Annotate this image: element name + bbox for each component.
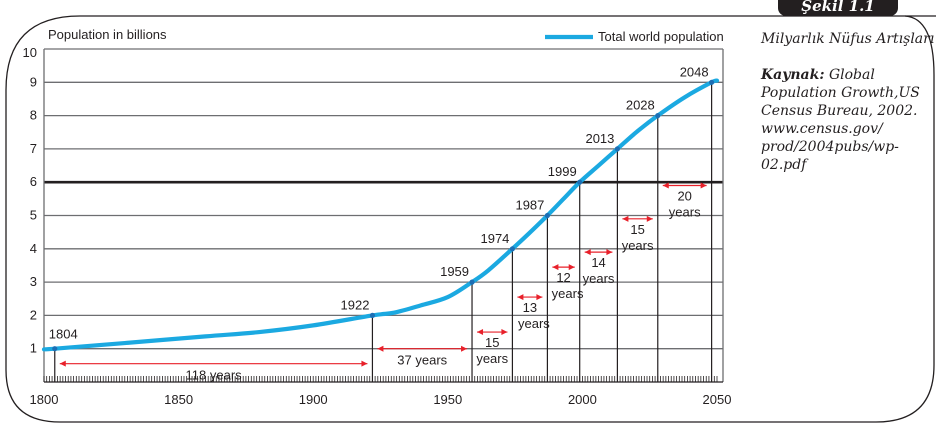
interval-arrowhead-left — [552, 264, 559, 271]
y-axis-title: Population in billions — [48, 27, 167, 42]
series-line-total-world-population — [41, 78, 720, 352]
interval-unit: years — [583, 271, 615, 286]
milestone-point — [469, 279, 475, 285]
y-tick-label: 3 — [30, 274, 37, 289]
x-tick-label: 2050 — [703, 392, 732, 407]
x-minor-ticks — [43, 376, 718, 382]
source-line: Census Bureau, 2002. — [761, 103, 918, 119]
source-line: www.census.gov/ — [761, 121, 883, 137]
milestone-point — [369, 312, 376, 318]
figure-frame-bottom — [5, 15, 935, 423]
interval-arrowhead-right — [536, 294, 543, 301]
legend-label: Total world population — [598, 29, 724, 44]
figure-source: Kaynak: Global Population Growth,US Cens… — [761, 66, 936, 174]
interval-unit: years — [476, 351, 508, 366]
x-tick-label: 1850 — [164, 392, 193, 407]
milestone-points — [52, 79, 715, 352]
interval-unit: years — [669, 205, 701, 220]
x-tick-label: 2000 — [568, 392, 597, 407]
interval-arrowhead-right — [646, 215, 653, 222]
interval-number: 15 — [485, 335, 499, 350]
figure-sidebar: Milyarlık Nüfus Artışları Kaynak: Global… — [761, 30, 936, 174]
interval-arrowhead-right — [461, 345, 468, 352]
source-line: Population Growth,US — [761, 85, 920, 101]
milestone-point — [544, 212, 551, 219]
interval-number: 20 — [677, 189, 691, 204]
x-tick-label: 1800 — [30, 392, 59, 407]
milestone-label: 1804 — [49, 327, 78, 342]
milestone-label: 1999 — [548, 164, 577, 179]
figure-frame — [5, 15, 936, 91]
source-line: Global — [828, 67, 875, 83]
y-tick-label: 7 — [30, 141, 37, 156]
figure-badge: Şekil 1.1 — [778, 0, 898, 16]
milestone-point — [52, 346, 58, 352]
milestone-point — [655, 113, 661, 119]
y-tick-label: 4 — [30, 241, 37, 256]
x-tick-label: 1900 — [299, 392, 328, 407]
interval-arrowhead-right — [700, 182, 707, 189]
interval-label: 37 years — [397, 353, 447, 368]
interval-number: 14 — [591, 255, 605, 270]
interval-arrowhead-right — [606, 249, 613, 256]
milestone-point — [709, 79, 715, 85]
milestone-drop-lines — [54, 82, 713, 382]
y-tick-label: 2 — [30, 307, 37, 322]
grid-layer — [43, 48, 724, 383]
interval-arrowhead-left — [477, 329, 484, 336]
milestone-label: 1922 — [341, 297, 370, 312]
y-tick-label: 9 — [30, 74, 37, 89]
y-tick-label: 6 — [30, 174, 37, 189]
figure-caption: Milyarlık Nüfus Artışları — [761, 31, 935, 47]
milestone-label: 2028 — [626, 98, 655, 113]
interval-unit: years — [622, 238, 654, 253]
y-tick-label: 10 — [23, 45, 37, 60]
interval-unit: years — [518, 316, 550, 331]
interval-arrowhead-left — [377, 345, 384, 352]
y-tick-label: 5 — [30, 208, 37, 223]
y-tick-label: 8 — [30, 108, 37, 123]
interval-arrowhead-left — [584, 249, 591, 256]
interval-arrowhead-left — [59, 360, 66, 367]
milestone-label: 1959 — [440, 264, 469, 279]
x-tick-label: 1950 — [433, 392, 462, 407]
interval-arrowhead-left — [622, 215, 629, 222]
milestone-label: 1987 — [515, 198, 544, 213]
interval-number: 13 — [523, 300, 537, 315]
interval-arrows — [59, 182, 707, 367]
source-line: 02.pdf — [761, 157, 807, 173]
milestone-point — [614, 146, 620, 152]
milestone-point — [509, 246, 516, 252]
interval-unit: years — [552, 286, 584, 301]
interval-arrowhead-right — [361, 360, 368, 367]
interval-arrowhead-right — [568, 264, 575, 271]
milestone-label: 2013 — [585, 131, 614, 146]
y-tick-label: 1 — [30, 341, 37, 356]
milestone-label: 1974 — [480, 231, 509, 246]
milestone-label: 2048 — [680, 64, 709, 79]
interval-number: 12 — [556, 270, 570, 285]
interval-arrowhead-left — [517, 294, 524, 301]
source-line: prod/2004pubs/wp- — [761, 139, 899, 155]
source-label: Kaynak: — [761, 67, 825, 83]
interval-arrowhead-left — [662, 182, 669, 189]
interval-arrowhead-right — [501, 329, 508, 336]
interval-number: 15 — [630, 222, 644, 237]
interval-label: 118 years — [186, 368, 243, 383]
milestone-point — [577, 179, 583, 185]
